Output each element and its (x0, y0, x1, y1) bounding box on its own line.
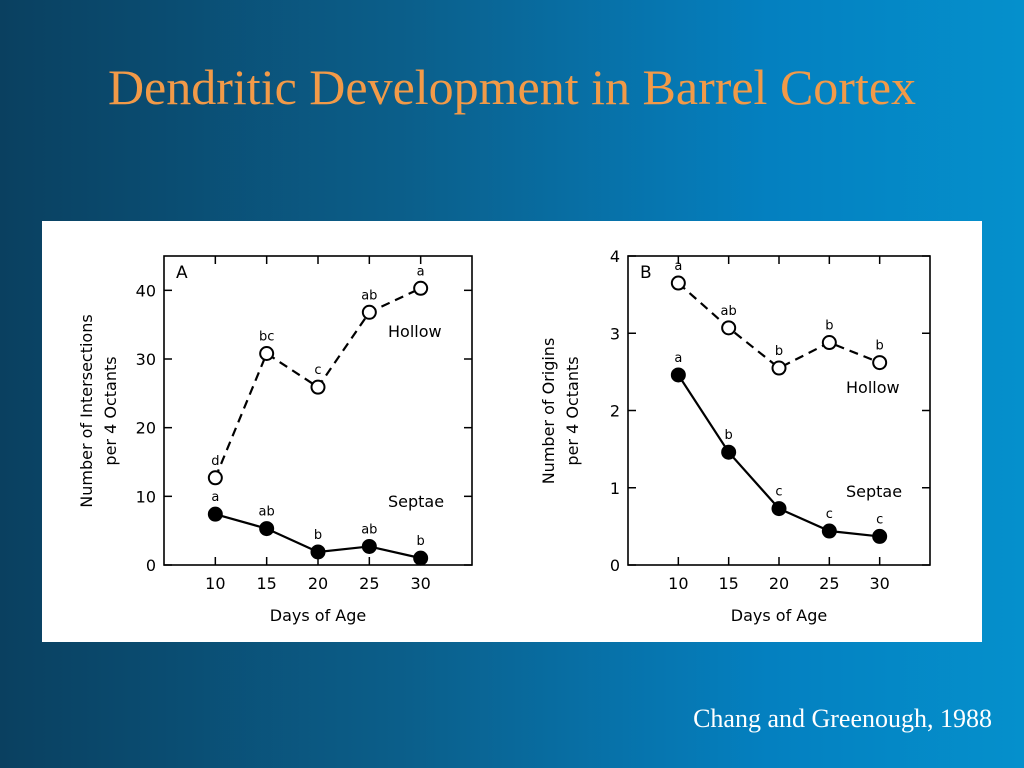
y-tick-label: 10 (136, 487, 156, 506)
y-tick-label: 1 (610, 479, 620, 498)
significance-letter: b (314, 528, 322, 543)
y-tick-label: 0 (146, 556, 156, 575)
x-tick-label: 20 (769, 574, 789, 593)
y-tick-label: 2 (610, 402, 620, 421)
significance-letter: ab (721, 304, 737, 319)
significance-letter: b (725, 428, 733, 443)
y-tick-label: 4 (610, 247, 620, 266)
significance-letter: a (674, 259, 682, 274)
citation: Chang and Greenough, 1988 (693, 704, 992, 733)
data-point-septae (721, 444, 737, 460)
significance-letter: c (314, 363, 321, 378)
significance-letter: d (211, 454, 219, 469)
data-point-septae (670, 367, 686, 383)
x-tick-label: 25 (819, 574, 839, 593)
significance-letter: b (775, 344, 783, 359)
data-point-hollow (872, 355, 888, 371)
significance-letter: b (417, 534, 425, 549)
data-point-hollow (207, 470, 223, 486)
data-point-hollow (771, 360, 787, 376)
y-axis-label: Number of Origins (539, 338, 558, 485)
significance-letter: ab (361, 522, 377, 537)
chart-b: B 0 1 2 3 4 10 15 20 25 30 Days of Age Number of Ori… (539, 247, 931, 625)
data-point-septae (259, 521, 275, 537)
significance-letter: c (775, 485, 782, 500)
data-point-hollow (670, 275, 686, 291)
y-tick-label: 30 (136, 350, 156, 369)
data-point-septae (310, 544, 326, 560)
data-point-hollow (361, 304, 377, 320)
data-point-hollow (310, 379, 326, 395)
x-tick-label: 30 (869, 574, 889, 593)
data-point-hollow (721, 320, 737, 336)
x-tick-label: 20 (308, 574, 328, 593)
x-tick-label: 30 (410, 574, 430, 593)
y-tick-label: 0 (610, 556, 620, 575)
data-point-septae (872, 528, 888, 544)
significance-letter: a (417, 264, 425, 279)
significance-letter: a (674, 351, 682, 366)
chart-a: A 0 10 20 30 40 10 15 20 25 30 Days of Age Number of… (77, 255, 473, 625)
significance-letter: b (876, 339, 884, 354)
significance-letter: ab (361, 288, 377, 303)
y-axis-label: per 4 Octants (101, 356, 120, 465)
y-axis-label: Number of Intersections (77, 314, 96, 507)
data-point-septae (413, 550, 429, 566)
significance-letter: b (825, 319, 833, 334)
data-point-septae (821, 523, 837, 539)
data-point-hollow (821, 335, 837, 351)
data-point-hollow (413, 280, 429, 296)
y-axis-label: per 4 Octants (563, 356, 582, 465)
panel-label: A (176, 263, 188, 283)
plot-frame (627, 255, 931, 566)
y-tick-label: 40 (136, 281, 156, 300)
series-label-hollow: Hollow (388, 322, 442, 341)
data-point-hollow (259, 346, 275, 362)
data-point-septae (361, 538, 377, 554)
x-tick-label: 10 (205, 574, 225, 593)
significance-letter: a (211, 490, 219, 505)
figure-panel: A 0 10 20 30 40 10 15 20 25 30 Days of Age Number of… (42, 221, 982, 642)
slide-title: Dendritic Development in Barrel Cortex (107, 59, 917, 115)
significance-letter: c (826, 507, 833, 522)
y-tick-label: 3 (610, 324, 620, 343)
x-tick-label: 15 (718, 574, 738, 593)
x-axis-label: Days of Age (731, 606, 827, 625)
x-tick-label: 15 (256, 574, 276, 593)
data-point-septae (771, 501, 787, 517)
panel-label: B (640, 263, 652, 283)
x-axis-label: Days of Age (270, 606, 366, 625)
y-tick-label: 20 (136, 419, 156, 438)
significance-letter: c (876, 512, 883, 527)
significance-letter: ab (259, 505, 275, 520)
series-label-hollow: Hollow (846, 378, 900, 397)
data-point-septae (207, 506, 223, 522)
x-tick-label: 10 (668, 574, 688, 593)
series-label-septae: Septae (846, 482, 902, 501)
significance-letter: bc (259, 330, 274, 345)
x-tick-label: 25 (359, 574, 379, 593)
series-label-septae: Septae (388, 492, 444, 511)
